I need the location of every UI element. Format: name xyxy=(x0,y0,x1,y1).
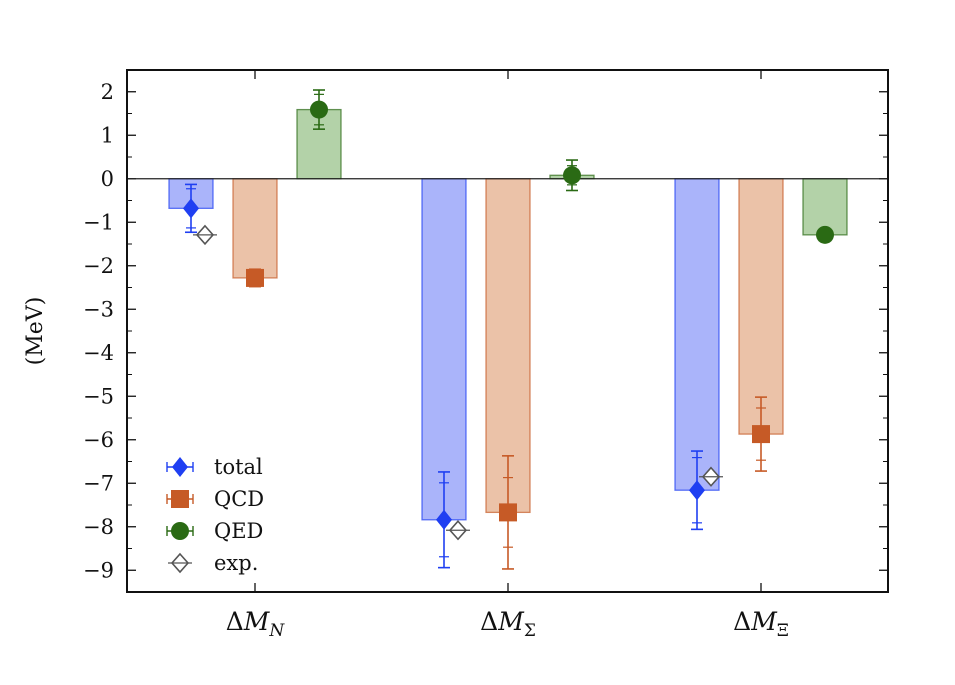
y-tick-label: −2 xyxy=(83,254,114,278)
x-category-label: ΔMΣ xyxy=(480,607,536,641)
x-category-label: ΔMΞ xyxy=(733,607,789,641)
legend-label: QED xyxy=(214,519,263,543)
bar-qed xyxy=(802,178,848,236)
point-qed xyxy=(563,166,581,185)
y-tick-label: −8 xyxy=(83,515,114,539)
y-tick-label: −7 xyxy=(83,471,114,495)
point-qcd xyxy=(752,425,770,444)
y-tick-label: −9 xyxy=(83,558,114,582)
y-tick-label: −6 xyxy=(83,428,114,452)
bar-qcd xyxy=(232,178,278,279)
y-tick-label: 2 xyxy=(101,80,114,104)
point-qcd xyxy=(499,503,517,522)
legend-marker-total xyxy=(172,457,188,477)
y-tick-label: −5 xyxy=(83,384,114,408)
legend-marker-qed xyxy=(171,522,189,540)
point-qed xyxy=(816,225,834,244)
bar-total xyxy=(674,178,720,491)
legend-label: exp. xyxy=(214,551,258,575)
y-tick-label: −4 xyxy=(83,341,114,365)
legend-marker-qcd xyxy=(171,490,189,508)
plot-frame xyxy=(126,69,889,593)
y-axis-label: (MeV) xyxy=(23,297,48,366)
bar-qcd xyxy=(738,178,784,435)
legend: total QCD QED exp. xyxy=(166,455,264,575)
x-category-label: ΔMN xyxy=(226,607,286,641)
point-qed xyxy=(310,100,328,119)
y-tick-label: −1 xyxy=(83,210,114,234)
y-tick-label: 1 xyxy=(101,123,114,147)
point-total xyxy=(689,480,705,501)
y-tick-label: −3 xyxy=(83,297,114,321)
y-tick-label: 0 xyxy=(101,167,114,191)
point-total xyxy=(183,198,199,219)
point-total xyxy=(436,509,452,530)
point-qcd xyxy=(246,268,264,287)
legend-label: QCD xyxy=(214,487,264,511)
bar-total xyxy=(421,178,467,521)
legend-label: total xyxy=(214,455,263,479)
